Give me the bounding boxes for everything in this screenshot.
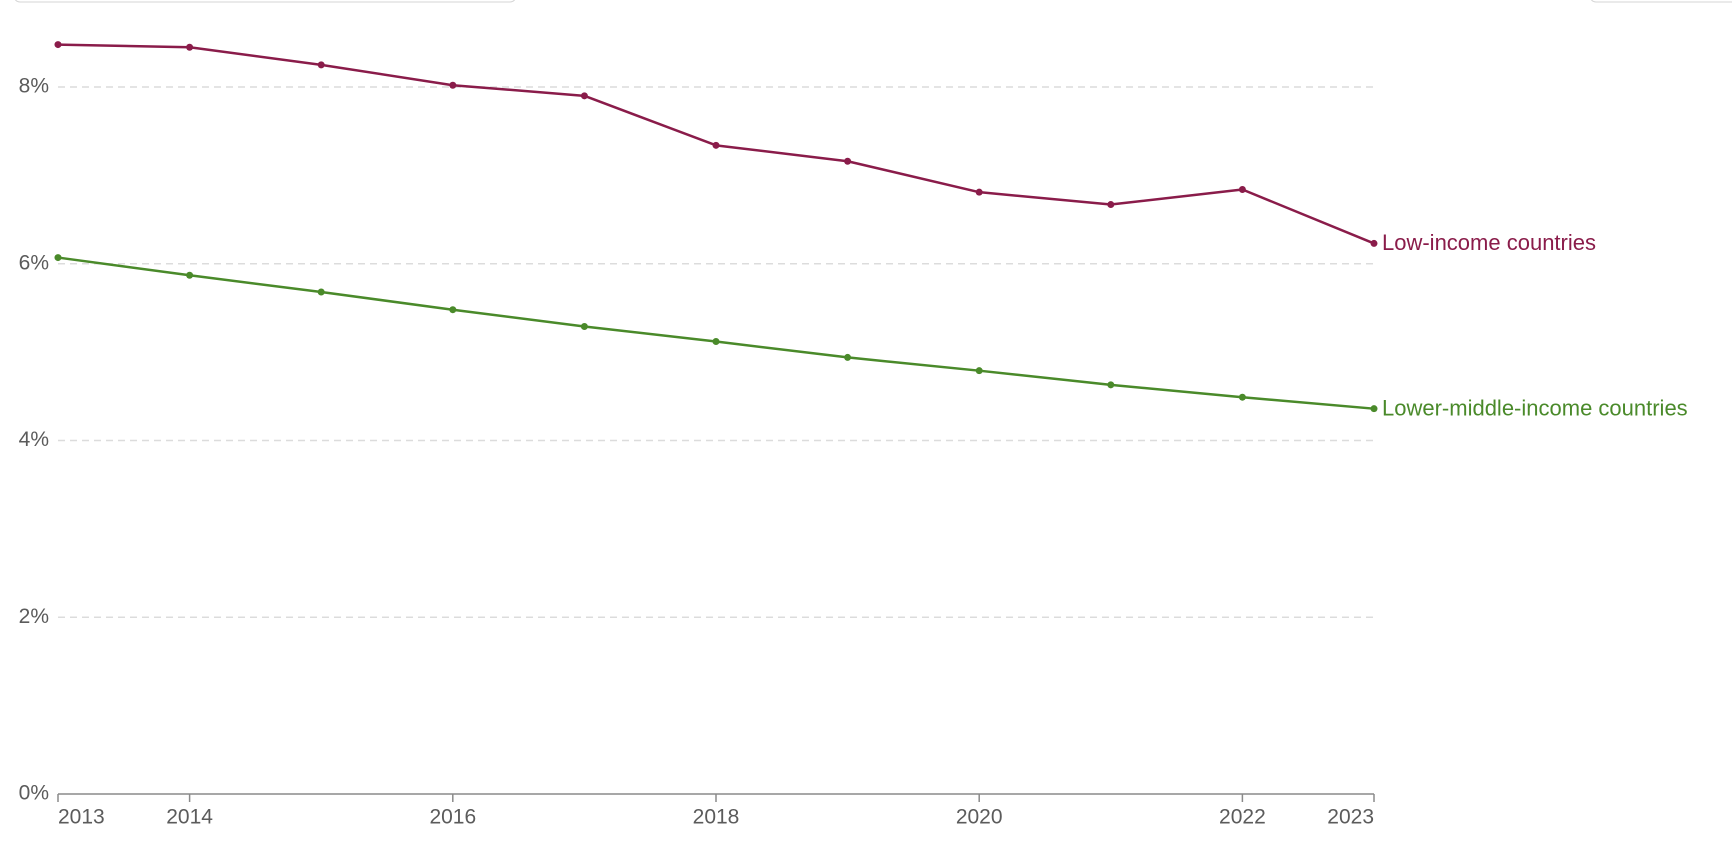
data-point — [1238, 186, 1246, 194]
data-point — [317, 61, 325, 69]
y-tick-label: 2% — [19, 605, 49, 628]
data-point — [54, 41, 62, 49]
data-point — [186, 271, 194, 279]
data-point — [449, 81, 457, 89]
data-point — [975, 188, 983, 196]
x-tick-label: 2016 — [429, 806, 476, 829]
data-point — [186, 43, 194, 51]
x-tick-label: 2018 — [693, 806, 740, 829]
y-tick-label: 4% — [19, 428, 49, 451]
data-point — [317, 288, 325, 296]
data-point — [1238, 393, 1246, 401]
data-point — [449, 306, 457, 314]
x-tick-label: 2013 — [58, 806, 105, 829]
data-point — [1370, 405, 1378, 413]
data-point — [712, 338, 720, 346]
series-label: Low-income countries — [1382, 230, 1596, 255]
data-point — [844, 353, 852, 361]
data-point — [54, 254, 62, 262]
data-point — [975, 367, 983, 375]
x-tick-label: 2020 — [956, 806, 1003, 829]
data-point — [844, 157, 852, 165]
x-tick-label: 2022 — [1219, 806, 1266, 829]
data-point — [1107, 381, 1115, 389]
control-box — [14, 0, 516, 3]
y-tick-label: 6% — [19, 251, 49, 274]
series-label: Lower-middle-income countries — [1382, 395, 1688, 420]
data-point — [1370, 239, 1378, 247]
x-tick-label: 2014 — [166, 806, 213, 829]
y-tick-label: 0% — [19, 782, 49, 805]
x-tick-label: 2023 — [1327, 806, 1374, 829]
series-line — [57, 256, 1375, 410]
y-tick-label: 8% — [19, 75, 49, 98]
data-point — [1107, 201, 1115, 209]
data-point — [712, 141, 720, 149]
data-point — [580, 322, 588, 330]
control-box — [1590, 0, 1732, 3]
data-point — [580, 92, 588, 100]
